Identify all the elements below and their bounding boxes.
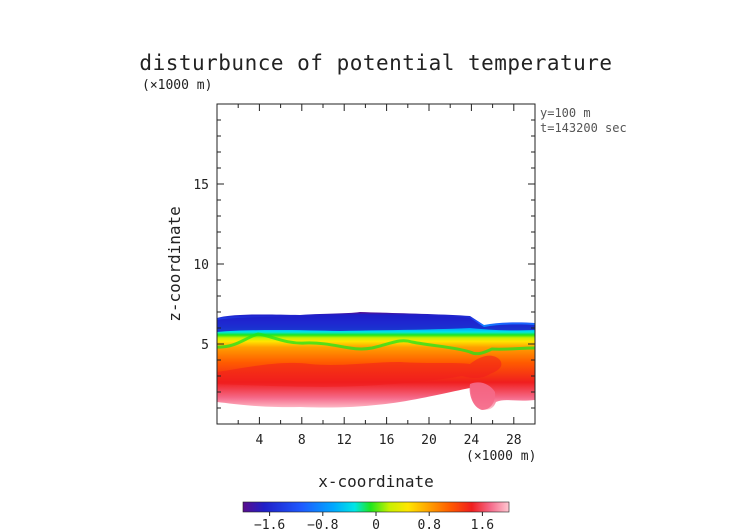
colorbar-tick-label: −0.8 — [307, 518, 338, 532]
x-tick-label: 4 — [255, 433, 263, 448]
y-axis: 5 10 15 — [193, 119, 535, 409]
x-tick-label: 28 — [506, 433, 522, 448]
x-tick-label: 16 — [379, 433, 395, 448]
colorbar-tick-label: −1.6 — [254, 518, 285, 532]
transition-band — [217, 332, 535, 356]
y-axis-label: z-coordinate — [165, 206, 184, 322]
x-unit-label: (×1000 m) — [466, 449, 536, 464]
x-tick-label: 8 — [298, 433, 306, 448]
x-tick-label: 12 — [336, 433, 352, 448]
x-axis: 4 8 12 16 20 24 28 — [237, 104, 522, 448]
colorbar-tick-label: 0 — [372, 518, 380, 532]
colorbar — [242, 501, 510, 513]
annotation-y: y=100 m — [540, 106, 591, 120]
y-tick-label: 5 — [201, 338, 209, 353]
temperature-field — [217, 312, 535, 410]
y-unit-label: (×1000 m) — [142, 78, 212, 93]
y-tick-label: 10 — [193, 258, 209, 273]
cold-lobe — [217, 314, 535, 332]
chart-title: disturbunce of potential temperature — [139, 51, 612, 75]
cold-tongue — [469, 382, 496, 410]
x-tick-label: 24 — [464, 433, 480, 448]
warm-lobe — [217, 355, 502, 387]
colorbar-ticks: −1.6 −0.8 0 0.8 1.6 — [254, 512, 494, 532]
y-tick-label: 15 — [193, 178, 209, 193]
colorbar-tick-label: 1.6 — [471, 518, 494, 532]
x-axis-label: x-coordinate — [318, 472, 434, 491]
x-tick-label: 20 — [421, 433, 437, 448]
colorbar-tick-label: 0.8 — [417, 518, 440, 532]
annotation-t: t=143200 sec — [540, 121, 627, 135]
